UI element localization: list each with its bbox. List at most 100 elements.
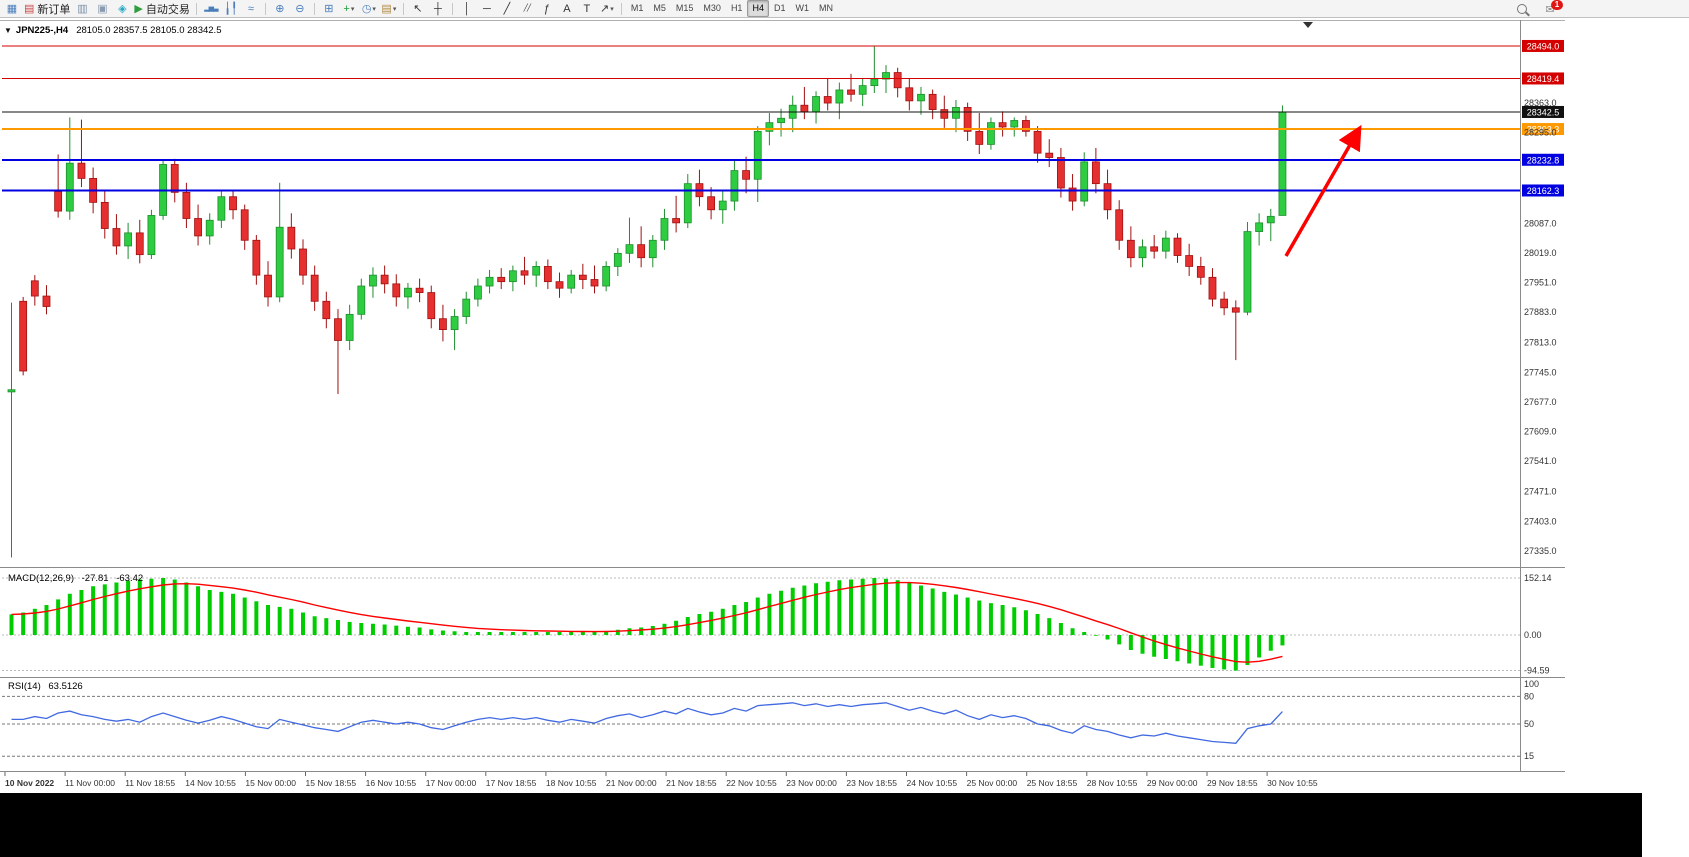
- candle: [1150, 235, 1159, 259]
- svg-text:17 Nov 18:55: 17 Nov 18:55: [486, 778, 537, 788]
- svg-text:28 Nov 10:55: 28 Nov 10:55: [1087, 778, 1138, 788]
- svg-text:15 Nov 00:00: 15 Nov 00:00: [245, 778, 296, 788]
- navigator-icon[interactable]: ◈: [112, 0, 132, 18]
- arrows-icon[interactable]: ↗ ▾: [597, 0, 617, 18]
- candle: [124, 222, 132, 260]
- vertical-line-icon[interactable]: │: [457, 0, 477, 18]
- periods-icon[interactable]: ◷ ▾: [359, 0, 379, 18]
- candle: [567, 269, 576, 294]
- svg-text:22 Nov 10:55: 22 Nov 10:55: [726, 778, 777, 788]
- svg-text:23 Nov 00:00: 23 Nov 00:00: [786, 778, 837, 788]
- autotrading-button-label: 自动交易: [145, 3, 190, 16]
- candle: [415, 278, 424, 303]
- candle: [217, 191, 226, 229]
- candle: [917, 86, 925, 115]
- template-icon[interactable]: ▤ ▾: [379, 0, 399, 18]
- price-tag: 28232.8: [1522, 153, 1564, 166]
- svg-text:30 Nov 10:55: 30 Nov 10:55: [1267, 778, 1318, 788]
- candlestick-chart-icon[interactable]: ╽╿: [221, 0, 241, 18]
- arrows-icon-glyph: ↗: [600, 2, 610, 15]
- autotrading-button[interactable]: ▶ 自动交易: [132, 0, 191, 18]
- price-levels-layer: 28494.0 28419.4 28342.5 28303.3 28232.8 28162…: [2, 39, 1564, 197]
- candle: [369, 267, 377, 298]
- candle: [1255, 213, 1264, 246]
- candle: [380, 265, 389, 294]
- candle: [683, 174, 692, 229]
- svg-text:11 Nov 18:55: 11 Nov 18:55: [125, 778, 175, 788]
- indicators-icon[interactable]: + ▾: [339, 0, 359, 18]
- candle: [1091, 147, 1100, 194]
- candle: [275, 182, 284, 303]
- svg-text:28295.0: 28295.0: [1524, 128, 1557, 138]
- macd-signal-line: [11, 581, 1283, 663]
- candle: [194, 204, 202, 246]
- chevron-down-icon: ▾: [392, 5, 397, 13]
- one-click-trading-toggle[interactable]: ▼: [4, 26, 12, 35]
- horizontal-line-icon[interactable]: ─: [477, 0, 497, 18]
- timeframe-m15-button[interactable]: M15: [675, 3, 694, 13]
- zoom-in-icon-glyph: ⊕: [275, 2, 285, 15]
- candle: [637, 226, 646, 268]
- fibonacci-icon[interactable]: ƒ: [537, 0, 557, 18]
- zoom-out-icon[interactable]: ⊖: [290, 0, 310, 18]
- candle: [613, 248, 622, 277]
- candle: [205, 213, 214, 245]
- data-window-icon-glyph: ▣: [97, 2, 108, 15]
- svg-text:16 Nov 10:55: 16 Nov 10:55: [366, 778, 417, 788]
- notifications-icon[interactable]: ✉ 1: [1540, 0, 1563, 17]
- trend-arrow-annotation[interactable]: [1284, 124, 1362, 257]
- svg-text:27883.0: 27883.0: [1524, 307, 1557, 317]
- symbol-bar: ▼ JPN225-,H4 28105.0 28357.5 28105.0 283…: [4, 25, 221, 36]
- new-chart-icon[interactable]: ▦: [2, 0, 22, 18]
- toolbar-separator: [264, 2, 266, 15]
- macd-indicator-label: MACD(12,26,9) -27.81 -63.42: [8, 573, 143, 584]
- candle: [625, 217, 634, 263]
- macd-histogram: [9, 578, 1285, 671]
- candles-layer: [7, 45, 1287, 558]
- new-chart-icon-glyph: ▦: [6, 2, 18, 15]
- timeframe-m5-button[interactable]: M5: [653, 3, 666, 13]
- timeframe-m1-button[interactable]: M1: [630, 3, 644, 13]
- time-axis: 10 Nov 2022 11 Nov 00:00 11 Nov 18:55 14 No…: [4, 772, 1318, 788]
- candle: [404, 282, 412, 309]
- label-icon[interactable]: T: [577, 0, 597, 18]
- chart-shift-marker[interactable]: [1303, 22, 1313, 28]
- print-icon-glyph: ▥: [77, 2, 88, 15]
- candle: [1185, 243, 1194, 277]
- candle: [823, 78, 832, 111]
- candle: [998, 111, 1007, 137]
- candle: [835, 82, 844, 120]
- data-window-icon[interactable]: ▣: [92, 0, 112, 18]
- svg-text:14 Nov 10:55: 14 Nov 10:55: [185, 778, 236, 788]
- trendline-icon[interactable]: ╱: [497, 0, 517, 18]
- candle: [812, 91, 820, 124]
- zoom-in-icon[interactable]: ⊕: [270, 0, 290, 18]
- chart-canvas[interactable]: 28494.0 28419.4 28342.5 28303.3 28232.8 28162…: [0, 0, 1565, 793]
- timeframe-h4-button[interactable]: H4: [747, 0, 769, 17]
- timeframe-h1-button[interactable]: H1: [730, 3, 743, 13]
- candle: [952, 99, 960, 133]
- timeframe-m30-button[interactable]: M30: [703, 3, 721, 13]
- timeframe-w1-button[interactable]: W1: [795, 3, 809, 13]
- candle: [1057, 147, 1065, 198]
- bar-chart-icon[interactable]: ▂▅▃: [201, 0, 221, 18]
- candle: [788, 95, 797, 133]
- channel-icon[interactable]: ╱╱: [517, 0, 537, 18]
- candle: [485, 269, 494, 294]
- line-chart-icon[interactable]: ≈: [241, 0, 261, 18]
- search-icon[interactable]: [1512, 0, 1532, 18]
- candlestick-chart-icon-glyph: ╽╿: [224, 2, 238, 15]
- timeframe-mn-button[interactable]: MN: [818, 3, 833, 13]
- toolbar-separator: [451, 2, 453, 15]
- tile-windows-icon[interactable]: ⊞: [319, 0, 339, 18]
- cursor-icon[interactable]: ↖: [408, 0, 428, 18]
- timeframe-d1-button[interactable]: D1: [773, 3, 786, 13]
- text-icon[interactable]: A: [557, 0, 577, 18]
- new-order-button[interactable]: ▤ 新订单: [22, 0, 72, 18]
- line-chart-icon-glyph: ≈: [247, 2, 254, 15]
- svg-text:28162.3: 28162.3: [1527, 186, 1560, 196]
- candle: [229, 189, 237, 220]
- crosshair-icon[interactable]: ┼: [428, 0, 448, 18]
- print-icon[interactable]: ▥: [72, 0, 92, 18]
- candle: [1266, 208, 1275, 242]
